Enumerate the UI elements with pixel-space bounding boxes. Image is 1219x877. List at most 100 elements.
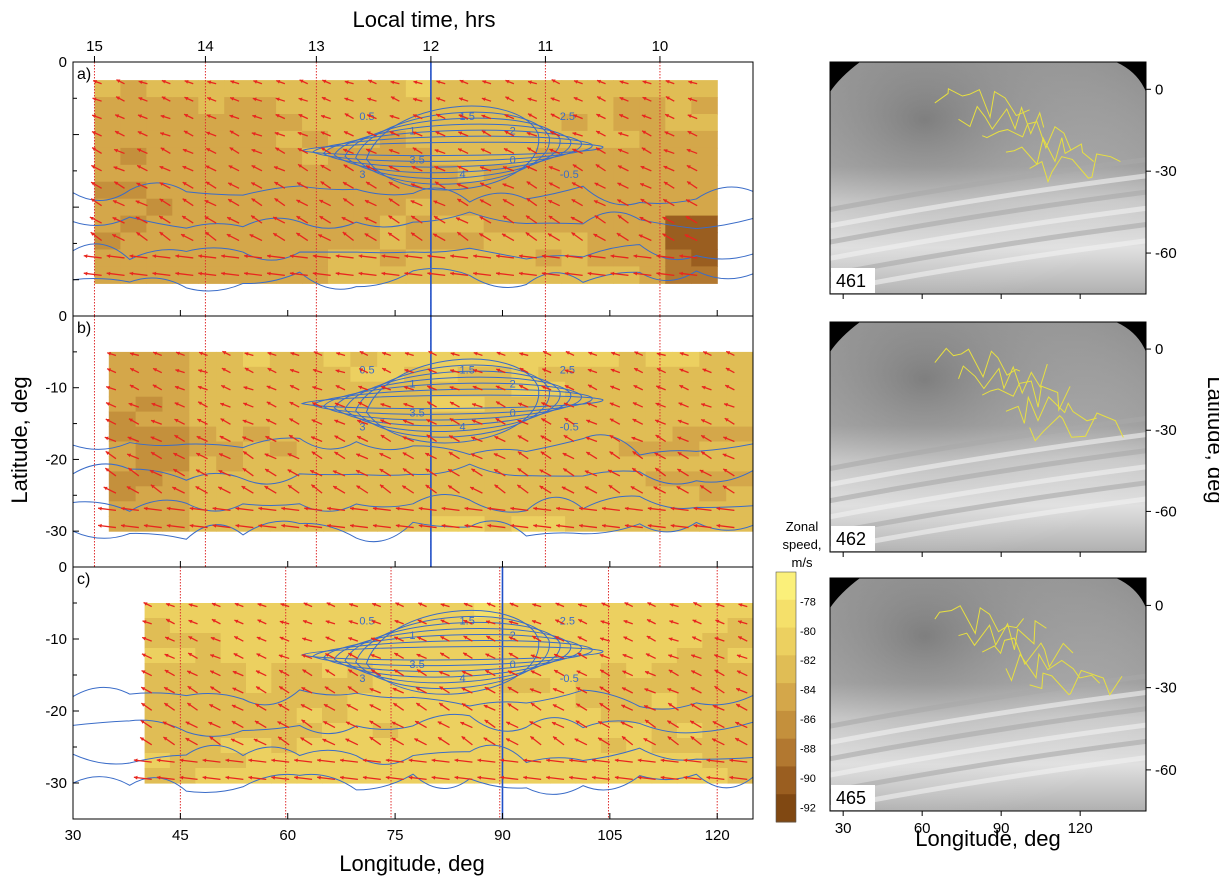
- field-cell: [483, 249, 511, 267]
- wind-arrow-head: [735, 738, 740, 742]
- wind-arrow-head: [647, 523, 652, 528]
- field-cell: [377, 516, 405, 532]
- field-cell: [645, 456, 673, 472]
- wind-arrow-head: [609, 418, 614, 423]
- field-cell: [405, 80, 433, 98]
- wind-arrow-head: [218, 470, 223, 474]
- wind-arrow-head: [496, 401, 500, 405]
- wind-arrow-head: [345, 738, 350, 743]
- wind-arrow-head: [426, 434, 431, 439]
- wind-arrow-head: [289, 368, 294, 373]
- wind-arrow-head: [656, 254, 661, 259]
- wind-arrow-head: [391, 721, 396, 726]
- contour-line: [322, 382, 582, 421]
- field-cell: [672, 381, 700, 398]
- wind-arrow-head: [630, 486, 635, 490]
- x-tick-label: 90: [494, 827, 511, 844]
- wind-arrow-head: [389, 131, 394, 135]
- field-cell: [651, 603, 678, 619]
- field-cell: [613, 232, 640, 250]
- colorbar-swatch: [776, 710, 796, 740]
- colorbar-tick-label: -92: [800, 802, 816, 814]
- field-cell: [323, 471, 351, 487]
- field-cell: [591, 411, 620, 428]
- wind-arrow-head: [210, 636, 215, 641]
- field-cell: [108, 411, 137, 428]
- field-cell: [144, 633, 171, 649]
- wind-arrow-head: [714, 669, 719, 674]
- wind-arrow-head: [382, 351, 387, 356]
- yellow-contour: [1005, 136, 1095, 166]
- wind-arrow-head: [210, 654, 215, 658]
- wind-arrow-head: [448, 485, 453, 490]
- wind-arrow-head: [135, 216, 140, 221]
- contour-line: [355, 616, 550, 689]
- field-cell: [108, 441, 137, 457]
- field-cell: [676, 708, 703, 724]
- wind-arrow-head: [93, 80, 98, 84]
- wind-arrow-head: [382, 368, 387, 372]
- wind-arrow-head: [287, 469, 292, 473]
- field-cell: [483, 80, 511, 98]
- wind-arrow-head: [543, 351, 548, 355]
- wind-arrow-head: [664, 131, 669, 135]
- wind-arrow-head: [274, 131, 279, 136]
- wind-arrow-head: [301, 719, 306, 724]
- field-cell: [538, 486, 566, 502]
- wind-arrow-head: [641, 114, 646, 119]
- field-cell: [146, 130, 173, 149]
- wind-arrow-head: [98, 506, 102, 511]
- wind-arrow-head: [572, 132, 577, 136]
- wind-arrow-head: [647, 619, 652, 623]
- field-cell: [271, 738, 298, 754]
- field-cell: [169, 618, 196, 634]
- wind-arrow-head: [523, 775, 527, 780]
- cloud-band: [830, 722, 1146, 778]
- yellow-contour: [1029, 412, 1124, 442]
- field-cell: [565, 486, 593, 502]
- wind-arrow-head: [367, 97, 372, 102]
- wind-arrow-head: [668, 654, 673, 658]
- field-cell: [216, 411, 244, 428]
- field-cell: [322, 693, 348, 709]
- x-tick-label: 120: [705, 827, 730, 844]
- wind-arrow-head: [436, 80, 441, 85]
- wind-arrow-head: [207, 97, 212, 101]
- x-tick-label: 45: [172, 827, 189, 844]
- wind-arrow-head: [449, 386, 454, 390]
- wind-arrow-head: [677, 419, 682, 424]
- top-axis-title: Local time, hrs: [352, 7, 495, 32]
- field-cell: [347, 618, 374, 634]
- y-tick-label: -10: [45, 380, 67, 397]
- wind-arrow-head: [297, 131, 302, 136]
- wind-arrow-head: [206, 114, 211, 119]
- wind-arrow-head: [656, 368, 661, 372]
- wind-arrow-head: [507, 703, 512, 708]
- wind-arrow-head: [725, 385, 730, 389]
- field-cell: [651, 648, 678, 664]
- field-cell: [296, 738, 323, 754]
- field-cell: [172, 130, 199, 149]
- wind-arrow-head: [227, 217, 232, 221]
- wind-arrow-head: [199, 351, 203, 356]
- x-tick-label: 30: [65, 827, 82, 844]
- cloud-shading: [830, 322, 1146, 552]
- field-cell: [224, 181, 251, 200]
- wind-arrow-head: [358, 271, 363, 276]
- yellow-contour: [934, 87, 1030, 120]
- colorbar-swatch: [776, 655, 796, 684]
- wind-arrow-head: [427, 254, 432, 259]
- wind-arrow-head: [665, 114, 670, 118]
- field-cell: [550, 708, 577, 724]
- wind-arrow-head: [461, 703, 466, 707]
- wind-arrow-head: [267, 254, 271, 259]
- field-cell: [198, 130, 225, 149]
- field-cell: [565, 426, 593, 443]
- wind-arrow-head: [503, 148, 508, 152]
- wind-arrow-head: [518, 271, 523, 276]
- field-cell: [302, 130, 329, 149]
- field-cell: [600, 693, 627, 709]
- wind-arrow-head: [434, 166, 439, 170]
- field-cell: [216, 456, 244, 472]
- field-cell: [550, 753, 577, 769]
